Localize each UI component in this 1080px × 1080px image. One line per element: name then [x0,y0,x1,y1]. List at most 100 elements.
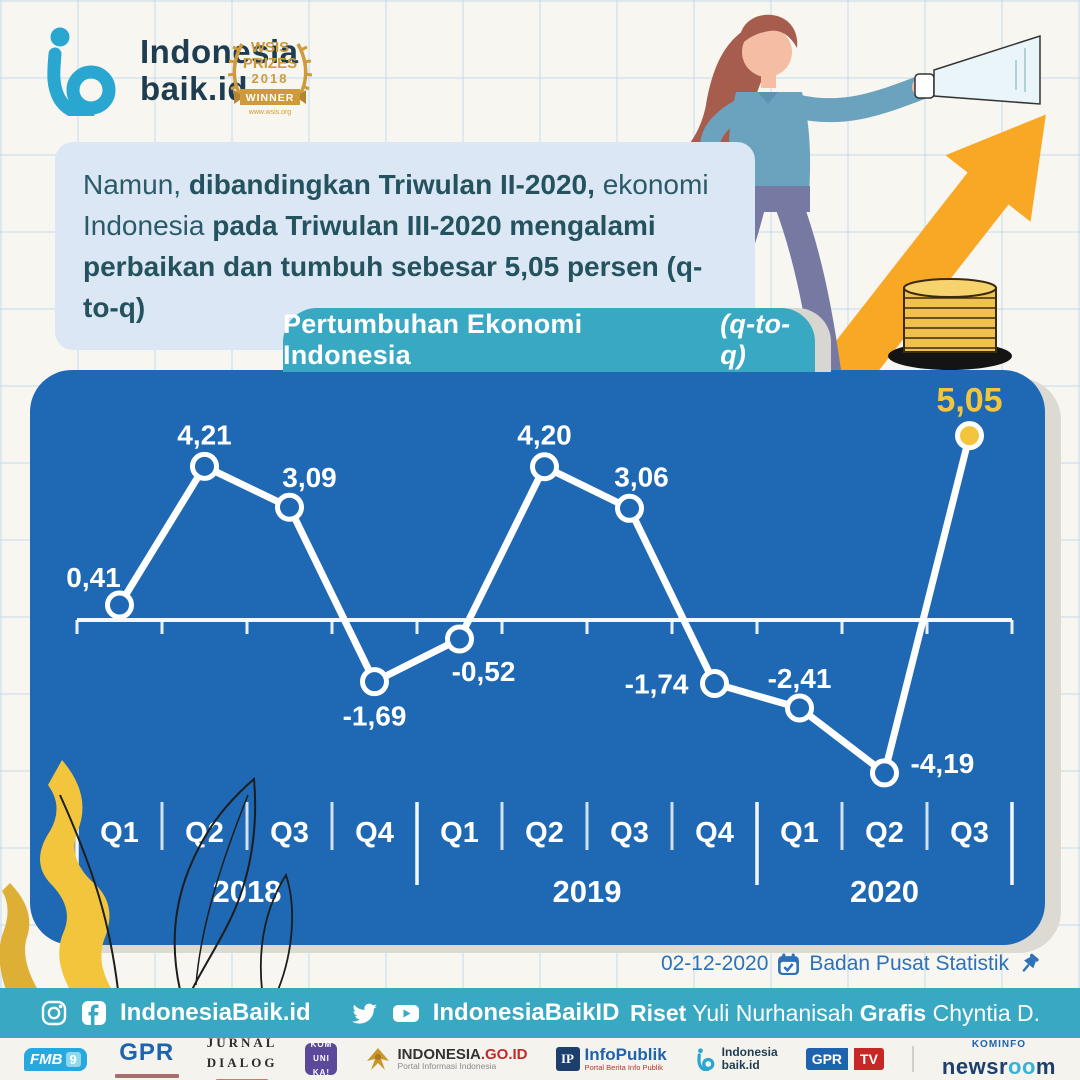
data-point [275,492,304,522]
brand-name: Indonesia baik.id [140,33,299,107]
fmb9-text: FMB [30,1050,63,1068]
quarter-label: Q1 [780,817,819,849]
ib-mini-line2: baik.id [721,1058,760,1072]
data-label: -2,41 [768,663,832,694]
infopublik-abbr: IP [555,1047,580,1071]
data-point [105,590,134,620]
facebook-icon [82,1001,106,1025]
partner-logo-indonesiabaik: Indonesia baik.id [695,1044,778,1072]
newsroom-part3: m [1035,1054,1056,1079]
message-segment: dibandingkan Triwulan II-2020, [188,169,595,200]
gpr-subtext-bar [114,1073,179,1078]
indonesiabaik-logo-icon [47,27,116,116]
badge-year: 2018 [252,71,289,86]
credits: Riset Yuli Nurhanisah Grafis Chyntia D. [630,1000,1040,1027]
credit-riset-label: Riset [630,999,687,1026]
data-point [615,493,644,523]
quarter-label: Q3 [610,817,649,849]
plant-decoration-icon [0,760,293,990]
quarter-label: Q3 [950,817,989,849]
data-point-highlight [955,421,984,451]
jurnal-line1: JURNAL [206,1034,278,1050]
year-label: 2020 [850,874,919,909]
partner-logo-kominfo-newsroom: KOMINFO newsroom [942,1040,1056,1078]
badge-type: PRIZES [243,55,297,72]
message-segment: pada Triwulan III-2020 mengalami perbaik… [83,210,703,323]
partner-logo-jurnal-dialog: JURNAL DIALOG [206,1034,278,1080]
data-point [870,758,899,788]
source-name: Badan Pusat Statistik [809,952,1009,975]
badge-title: WINNER [246,92,295,104]
data-point [445,624,474,654]
komunika-line3: KA! [312,1068,331,1077]
credit-grafis-label: Grafis [859,999,927,1026]
newsroom-top: KOMINFO [971,1039,1027,1050]
data-label: 3,06 [614,461,669,492]
year-label: 2019 [553,874,622,909]
data-label: -4,19 [911,748,975,779]
data-label: 3,09 [282,462,337,493]
data-point [190,451,219,481]
gprtv-tv: TV [854,1048,884,1070]
partner-divider [911,1046,914,1072]
line-series [116,432,973,777]
wsis-prizes-winner-badge: WSIS PRIZES 2018 WINNER www.wsis.org [227,39,313,116]
footer-social-bar: IndonesiaBaik.id IndonesiaBaikID Riset Y… [0,988,1080,1038]
komunika-line1: KOM [310,1040,333,1049]
quarter-label: Q2 [525,817,564,849]
quarter-label: Q1 [440,817,479,849]
newsroom-part1: newsr [941,1054,1009,1079]
quarter-label: Q3 [270,817,309,849]
quarter-label: Q4 [355,817,394,849]
message-segment: ekonomi Indonesia [83,169,709,241]
quarter-label: Q2 [185,817,224,849]
handle-twitter-youtube: IndonesiaBaikID [432,999,620,1026]
chart-title-banner: Pertumbuhan Ekonomi Indonesia (q-to-q) [283,308,815,372]
quarter-label: Q2 [865,817,904,849]
data-label: -1,74 [625,669,689,700]
data-point [530,452,559,482]
growth-line-chart: 0,41 4,21 3,09 -1,69 -0,52 4,20 3,06 -1,74 -2,41… [66,382,1014,909]
partner-logo-fmb9: FMB 9 [24,1047,87,1071]
coins-icon [888,278,1012,370]
megaphone-icon [914,34,1041,105]
message-text: Namun, dibandingkan Triwulan II-2020, ek… [83,164,727,328]
source-row: 02-12-2020 Badan Pusat Statistik [661,952,1040,976]
data-point [700,669,729,699]
data-label: -0,52 [452,656,516,687]
twitter-icon [351,1003,377,1024]
komunika-line2: UNI [313,1054,330,1063]
partners-strip: FMB 9 GPR JURNAL DIALOG KOM UNI KA! INDO… [0,1034,1080,1080]
credit-grafis-name: Chyntia D. [926,999,1040,1026]
data-label: 0,41 [66,562,121,593]
fmb9-number: 9 [65,1051,81,1067]
jurnal-line2: DIALOG [206,1055,278,1070]
quarter-label: Q1 [100,817,139,849]
gpr-text: GPR [119,1038,175,1066]
social-handles: IndonesiaBaik.id IndonesiaBaikID [40,999,619,1027]
message-segment: Namun, [83,169,189,200]
goid-sub: Portal Informasi Indonesia [397,1061,497,1072]
brand-name-line1: Indonesia [140,33,299,70]
calendar-icon [778,953,800,975]
data-label: -1,69 [343,701,407,732]
brand-logo: Indonesia baik.id [38,24,299,116]
partner-logo-gpr: GPR [114,1038,179,1078]
goid-tld: .GO.ID [480,1045,528,1063]
credit-riset-name: Yuli Nurhanisah [686,999,860,1026]
ib-mini-line1: Indonesia [721,1044,778,1059]
year-label: 2018 [213,874,282,909]
data-label: 4,21 [177,419,232,450]
handle-facebook-instagram: IndonesiaBaik.id [120,999,311,1026]
data-point [360,667,389,697]
chart-title: Pertumbuhan Ekonomi Indonesia [283,309,583,370]
partner-logo-komunika: KOM UNI KA! [305,1040,338,1077]
quarter-label: Q4 [695,817,734,849]
infopublik-name: InfoPublik [584,1045,667,1065]
badge-url: www.wsis.org [248,109,292,116]
source-date: 02-12-2020 [660,952,769,975]
badge-org: WSIS [251,39,289,56]
partner-logo-indonesia-go-id: INDONESIA.GO.ID Portal Informasi Indones… [365,1045,528,1073]
indonesiabaik-mini-icon [696,1048,715,1071]
